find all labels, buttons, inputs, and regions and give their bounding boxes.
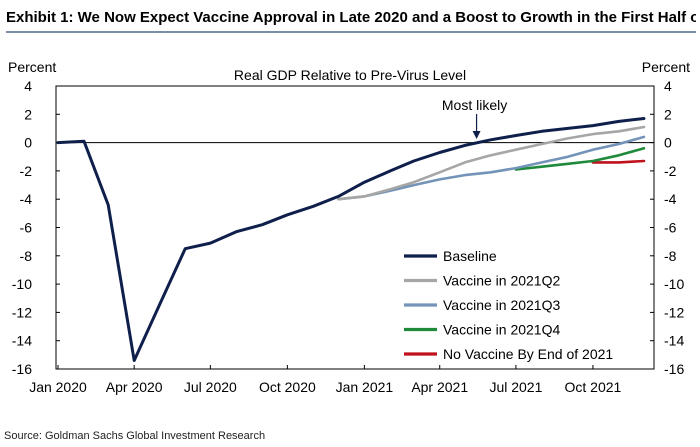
series-line-1 — [337, 125, 646, 201]
y-tick-label-right: -6 — [664, 220, 677, 236]
source-note: Source: Goldman Sachs Global Investment … — [4, 430, 266, 442]
y-tick-label-right: -4 — [664, 191, 677, 207]
x-tick-label: Oct 2020 — [259, 379, 316, 395]
x-axis: Jan 2020 Apr 2020 Jul 2020 Oct 2020 Jan 2021… — [29, 365, 622, 395]
y-tick-label-right: -14 — [664, 333, 684, 349]
y-tick-label-right: -2 — [664, 163, 677, 179]
y-tick-label-left: -4 — [20, 191, 33, 207]
x-tick-label: Oct 2021 — [565, 379, 622, 395]
series-line-3 — [514, 147, 646, 171]
y-axis-label-right: Percent — [642, 59, 690, 75]
y-tick-label-left: -14 — [12, 333, 32, 349]
x-tick-label: Jul 2020 — [184, 379, 237, 395]
chart-title: Real GDP Relative to Pre-Virus Level — [234, 67, 466, 83]
annotation-arrowhead — [472, 131, 481, 140]
y-tick-label-left: 2 — [24, 106, 32, 122]
y-tick-label-right: 2 — [664, 106, 672, 122]
y-tick-label-left: 0 — [24, 135, 32, 151]
legend-label-0: Baseline — [443, 248, 497, 264]
y-tick-label-right: -10 — [664, 276, 684, 292]
y-tick-label-right: -16 — [664, 361, 684, 377]
x-tick-label: Jul 2021 — [489, 379, 542, 395]
annotation-text: Most likely — [442, 97, 507, 113]
series-lines — [56, 117, 646, 362]
y-tick-label-right: 0 — [664, 135, 672, 151]
x-tick-label: Jan 2020 — [29, 379, 87, 395]
x-tick-label: Apr 2021 — [411, 379, 468, 395]
legend: Baseline Vaccine in 2021Q2 Vaccine in 2021… — [404, 248, 613, 362]
legend-label-3: Vaccine in 2021Q4 — [443, 322, 560, 338]
y-tick-label-right: -8 — [664, 248, 677, 264]
y-tick-label-right: -12 — [664, 304, 684, 320]
legend-label-1: Vaccine in 2021Q2 — [443, 273, 560, 289]
y-tick-label-left: -10 — [12, 276, 32, 292]
y-tick-label-right: 4 — [664, 78, 672, 94]
y-tick-label-left: -2 — [20, 163, 33, 179]
y-axis-left: 4 2 0 -2 -4 -6 -8 -10 -12 -14 -16 — [12, 78, 60, 377]
most-likely-annotation: Most likely — [442, 97, 507, 140]
series-line-4 — [591, 159, 646, 164]
y-tick-label-left: -12 — [12, 304, 32, 320]
exhibit-title: Exhibit 1: We Now Expect Vaccine Approva… — [6, 5, 696, 33]
y-tick-label-left: -16 — [12, 361, 32, 377]
y-axis-label-left: Percent — [8, 59, 56, 75]
series-line-2 — [337, 135, 646, 201]
y-axis-right: 4 2 0 -2 -4 -6 -8 -10 -12 -14 -16 — [650, 78, 684, 377]
y-tick-label-left: 4 — [24, 78, 32, 94]
series-line-0 — [56, 117, 646, 362]
legend-label-4: No Vaccine By End of 2021 — [443, 346, 613, 362]
x-tick-label: Apr 2020 — [106, 379, 163, 395]
y-tick-label-left: -6 — [20, 220, 33, 236]
x-tick-label: Jan 2021 — [336, 379, 394, 395]
legend-label-2: Vaccine in 2021Q3 — [443, 297, 560, 313]
y-tick-label-left: -8 — [20, 248, 33, 264]
